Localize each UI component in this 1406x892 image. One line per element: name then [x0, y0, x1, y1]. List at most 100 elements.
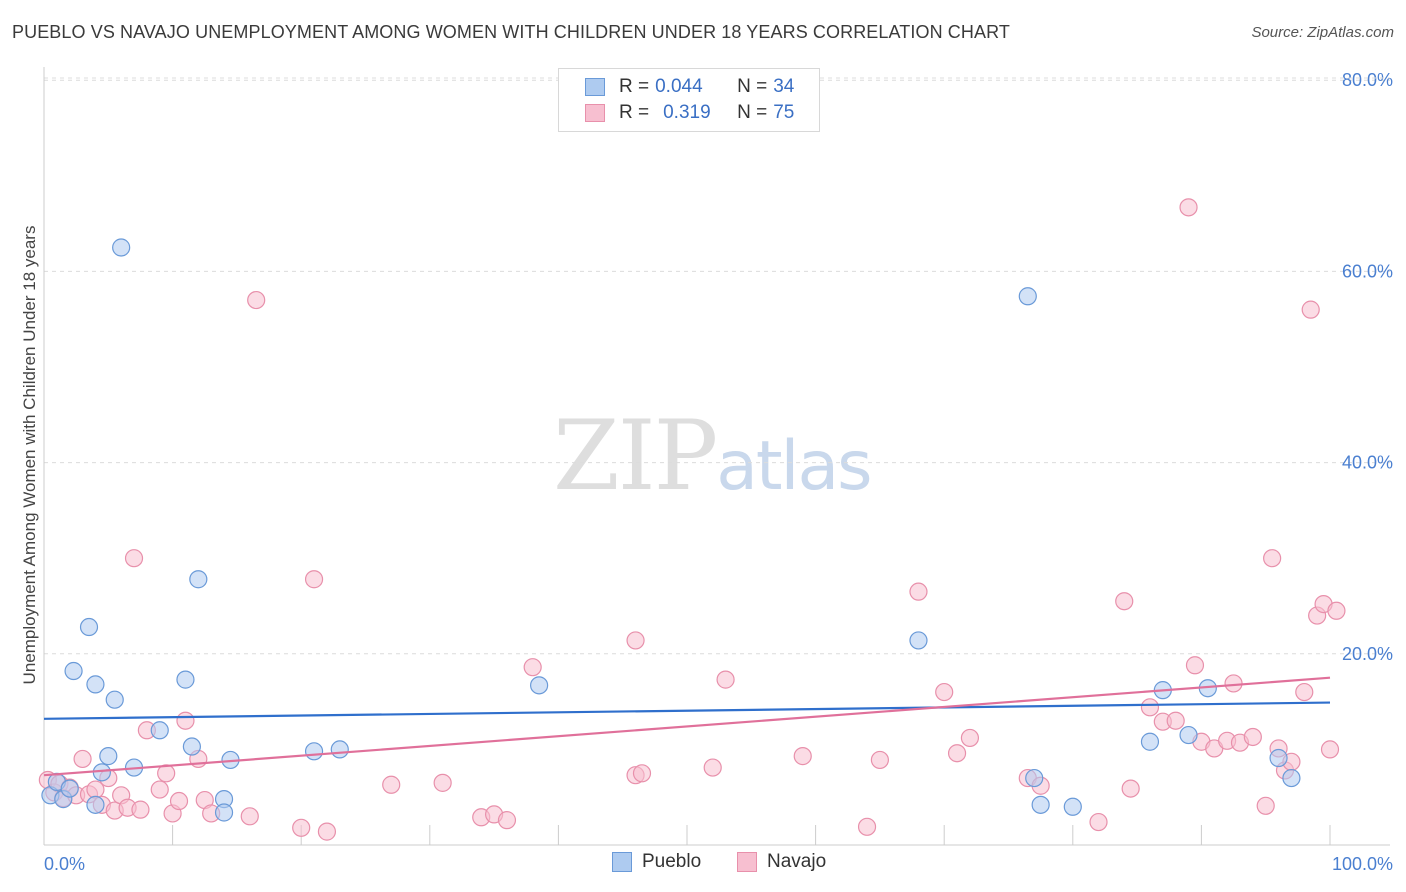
legend-r-label: R = [619, 102, 650, 123]
pueblo-trend-line [43, 701, 1331, 720]
pueblo-point [105, 690, 124, 709]
navajo-point [292, 818, 311, 837]
navajo-point [1166, 711, 1185, 730]
navajo-point [1089, 812, 1108, 832]
pueblo-point [330, 740, 349, 759]
bottom-legend-pueblo: Pueblo [612, 851, 701, 873]
pueblo-point [176, 670, 195, 689]
pueblo-point [112, 238, 131, 257]
pueblo-point [60, 779, 79, 798]
navajo-point [131, 800, 150, 819]
navajo-point [909, 582, 928, 601]
navajo-point [1140, 698, 1160, 717]
pueblo-point [1269, 748, 1288, 768]
pueblo-point [1179, 725, 1198, 745]
bottom-legend-navajo: Navajo [737, 851, 826, 873]
navajo-point [1320, 740, 1340, 759]
watermark-zip: ZIP [553, 400, 718, 512]
navajo-point [304, 570, 324, 589]
pueblo-point [1063, 797, 1082, 816]
legend-r-value: 0.319 [663, 102, 711, 123]
legend-row-navajo: R = 0.319 N = 75 [585, 101, 794, 125]
x-tick-label-max: 100.0% [1332, 854, 1393, 874]
bottom-legend-label-navajo: Navajo [767, 851, 827, 872]
navajo-point [124, 549, 144, 568]
pueblo-point [1140, 732, 1160, 751]
pueblo-point [214, 803, 234, 822]
navajo-point [157, 764, 176, 783]
legend-n-label: N = [737, 76, 768, 97]
chart-title: PUEBLO VS NAVAJO UNEMPLOYMENT AMONG WOME… [12, 22, 1010, 42]
navajo-point [1263, 549, 1282, 568]
navajo-point [935, 682, 954, 702]
pueblo-point [1025, 768, 1044, 788]
navajo-point [857, 817, 877, 836]
legend-n-value: 75 [773, 102, 795, 123]
bottom-legend-swatch-navajo [737, 852, 757, 872]
pueblo-point [1031, 795, 1050, 814]
pueblo-point [79, 617, 99, 637]
navajo-point [317, 822, 337, 841]
navajo-point [240, 807, 259, 826]
source-label: Source: ZipAtlas.com [1251, 24, 1394, 41]
navajo-point [1301, 300, 1320, 319]
navajo-point [169, 791, 189, 811]
pueblo-point [86, 795, 105, 814]
stats-legend: R = 0.044 N = 34 R = 0.319 N = 75 [558, 68, 820, 132]
pueblo-point [150, 721, 169, 740]
navajo-point [1327, 601, 1346, 620]
legend-swatch-pueblo [585, 78, 605, 96]
navajo-trend-line [43, 676, 1331, 777]
y-tick-label: 20.0% [1342, 644, 1393, 664]
pueblo-point [530, 676, 549, 695]
navajo-point [1121, 779, 1140, 798]
pueblo-point [1282, 768, 1301, 788]
navajo-point [947, 744, 967, 763]
bottom-legend-label-pueblo: Pueblo [642, 851, 702, 872]
navajo-point [1185, 656, 1205, 675]
navajo-point [382, 775, 401, 794]
navajo-point [150, 780, 169, 799]
y-tick-label: 80.0% [1342, 70, 1393, 90]
legend-swatch-navajo [585, 104, 605, 122]
navajo-point [716, 670, 735, 689]
navajo-point [793, 746, 812, 766]
pueblo-point [909, 631, 928, 650]
pueblo-point [182, 737, 201, 756]
navajo-point [176, 711, 195, 730]
navajo-point [1295, 682, 1314, 702]
navajo-point [1256, 796, 1275, 815]
pueblo-point [1018, 287, 1037, 306]
legend-r-value: 0.044 [655, 76, 703, 97]
navajo-point [870, 750, 890, 770]
pueblo-point [64, 661, 83, 681]
pueblo-point [86, 675, 105, 694]
pueblo-point [189, 570, 208, 589]
navajo-point [1243, 727, 1262, 747]
navajo-point [1179, 198, 1198, 217]
navajo-point [497, 811, 517, 830]
navajo-point [626, 631, 645, 650]
legend-n-label: N = [737, 102, 768, 123]
y-tick-label: 40.0% [1342, 453, 1393, 473]
pueblo-point [99, 746, 118, 766]
watermark: ZIPatlas [553, 400, 873, 512]
bottom-legend-swatch-pueblo [612, 852, 632, 872]
pueblo-point [304, 742, 324, 761]
legend-r-label: R = [619, 76, 650, 97]
navajo-point [523, 658, 542, 677]
navajo-point [247, 290, 266, 310]
navajo-point [1115, 592, 1134, 611]
navajo-point [433, 773, 452, 792]
navajo-point [1224, 674, 1243, 693]
x-tick-label-min: 0.0% [44, 854, 85, 874]
y-tick-label: 60.0% [1342, 261, 1393, 281]
legend-row-pueblo: R = 0.044 N = 34 [585, 75, 794, 99]
navajo-point [632, 764, 652, 783]
navajo-point [73, 749, 92, 769]
watermark-atlas: atlas [716, 427, 872, 506]
legend-n-value: 34 [773, 76, 795, 97]
navajo-point [960, 728, 980, 748]
navajo-point [703, 758, 722, 777]
